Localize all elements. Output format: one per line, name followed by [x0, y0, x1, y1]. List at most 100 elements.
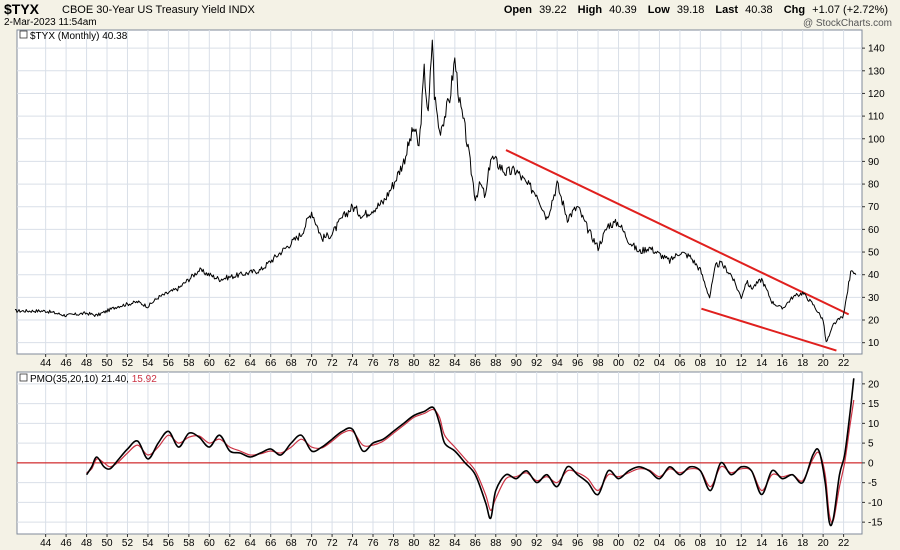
- y-tick-label: 80: [868, 180, 880, 191]
- pmo-legend-value: 21.40,: [101, 374, 129, 385]
- x-tick-label: 50: [101, 358, 113, 369]
- x-tick-label: 54: [142, 538, 154, 549]
- x-tick-label: 14: [756, 538, 768, 549]
- pmo-legend: PMO(35,20,10) 21.40, 15.92: [19, 373, 157, 385]
- price-grid: [17, 30, 862, 354]
- x-tick-label: 72: [327, 358, 339, 369]
- x-tick-label: 80: [408, 538, 420, 549]
- x-tick-label: 74: [347, 358, 359, 369]
- x-tick-label: 02: [633, 538, 645, 549]
- pmo-x-axis: 44 46 48 50 52 54 56 58 60 62 64 66 68 70 72 74 76 78 80 82…: [40, 534, 850, 549]
- last-value: 40.38: [745, 4, 773, 16]
- pmo-line: [85, 378, 855, 527]
- x-tick-label: 04: [654, 358, 666, 369]
- x-tick-label: 12: [736, 358, 748, 369]
- x-tick-label: 44: [40, 358, 52, 369]
- y-tick-label: -15: [868, 518, 883, 529]
- timestamp: 2-Mar-2023 11:54am: [4, 17, 97, 28]
- price-trendlines: [505, 149, 850, 352]
- instrument-name: CBOE 30-Year US Treasury Yield INDX: [62, 4, 255, 16]
- y-tick-label: 90: [868, 157, 880, 168]
- x-tick-label: 64: [245, 358, 257, 369]
- x-tick-label: 70: [306, 538, 318, 549]
- x-tick-label: 82: [429, 538, 441, 549]
- y-tick-label: 10: [868, 419, 880, 430]
- y-tick-label: -5: [868, 478, 877, 489]
- price-y-axis: 10 20 30 40 50 60 70 80 90 100 110 120 130 140: [862, 44, 885, 349]
- y-tick-label: 10: [868, 338, 880, 349]
- x-tick-label: 10: [715, 358, 727, 369]
- exchange-code: INDX: [228, 4, 255, 16]
- y-tick-label: -10: [868, 498, 883, 509]
- y-tick-label: 70: [868, 202, 880, 213]
- chg-label: Chg: [783, 4, 806, 16]
- pmo-y-axis: -15 -10 -5 0 5 10 15 20: [862, 379, 883, 529]
- y-tick-label: 120: [868, 89, 885, 100]
- legend-swatch-icon: [19, 373, 28, 382]
- y-tick-label: 50: [868, 248, 880, 259]
- y-tick-label: 15: [868, 399, 880, 410]
- x-tick-label: 92: [531, 538, 543, 549]
- low-value: 39.18: [676, 4, 705, 16]
- open-label: Open: [503, 4, 532, 16]
- ticker-symbol: $TYX: [4, 1, 40, 17]
- x-tick-label: 88: [490, 358, 502, 369]
- price-line: [14, 39, 857, 343]
- price-legend-label: $TYX (Monthly) 40.38: [30, 31, 128, 42]
- x-tick-label: 02: [633, 358, 645, 369]
- x-tick-label: 10: [715, 538, 727, 549]
- x-tick-label: 46: [61, 538, 73, 549]
- x-tick-label: 66: [265, 358, 277, 369]
- x-tick-label: 18: [797, 358, 809, 369]
- y-tick-label: 20: [868, 379, 880, 390]
- x-tick-label: 00: [613, 358, 625, 369]
- y-tick-label: 140: [868, 44, 885, 55]
- x-tick-label: 64: [245, 538, 257, 549]
- x-tick-label: 80: [408, 358, 420, 369]
- x-tick-label: 08: [695, 538, 707, 549]
- x-tick-label: 62: [224, 538, 236, 549]
- x-tick-label: 12: [736, 538, 748, 549]
- x-tick-label: 92: [531, 358, 543, 369]
- x-tick-label: 82: [429, 358, 441, 369]
- x-tick-label: 90: [511, 358, 523, 369]
- open-value: 39.22: [539, 4, 567, 16]
- last-label: Last: [715, 4, 739, 16]
- y-tick-label: 130: [868, 66, 885, 77]
- x-tick-label: 50: [101, 538, 113, 549]
- x-tick-label: 68: [286, 538, 298, 549]
- x-tick-label: 56: [163, 538, 175, 549]
- x-tick-label: 94: [552, 538, 564, 549]
- x-tick-label: 52: [122, 538, 134, 549]
- y-tick-label: 60: [868, 225, 880, 236]
- x-tick-label: 54: [142, 358, 154, 369]
- x-tick-label: 20: [818, 358, 830, 369]
- x-tick-label: 60: [204, 538, 216, 549]
- low-label: Low: [647, 4, 670, 16]
- x-tick-label: 78: [388, 538, 400, 549]
- pmo-legend-signal: 15.92: [132, 374, 157, 385]
- x-tick-label: 96: [572, 358, 584, 369]
- lower-trendline: [701, 307, 837, 352]
- ohlc-readout: Open 39.22 High 40.39 Low 39.18 Last 40.…: [504, 4, 888, 16]
- x-tick-label: 98: [593, 538, 605, 549]
- x-tick-label: 14: [756, 358, 768, 369]
- x-tick-label: 84: [449, 538, 461, 549]
- x-tick-label: 86: [470, 538, 482, 549]
- x-tick-label: 16: [777, 358, 789, 369]
- pmo-legend-label: PMO(35,20,10) 21.40, 15.92: [30, 374, 157, 385]
- x-tick-label: 76: [367, 538, 379, 549]
- x-tick-label: 70: [306, 358, 318, 369]
- x-tick-label: 20: [818, 538, 830, 549]
- x-tick-label: 60: [204, 358, 216, 369]
- chart-header: $TYX CBOE 30-Year US Treasury Yield INDX…: [0, 0, 900, 30]
- y-tick-label: 0: [868, 458, 874, 469]
- pmo-series: [85, 378, 855, 527]
- x-tick-label: 72: [327, 538, 339, 549]
- x-tick-label: 48: [81, 538, 93, 549]
- x-tick-label: 06: [674, 358, 686, 369]
- x-tick-label: 18: [797, 538, 809, 549]
- pmo-panel: -15 -10 -5 0 5 10 15 20 44 46 48 50 52 54 56 58 60 62 64 6…: [16, 371, 883, 549]
- legend-swatch-icon: [19, 30, 28, 39]
- y-tick-label: 20: [868, 316, 880, 327]
